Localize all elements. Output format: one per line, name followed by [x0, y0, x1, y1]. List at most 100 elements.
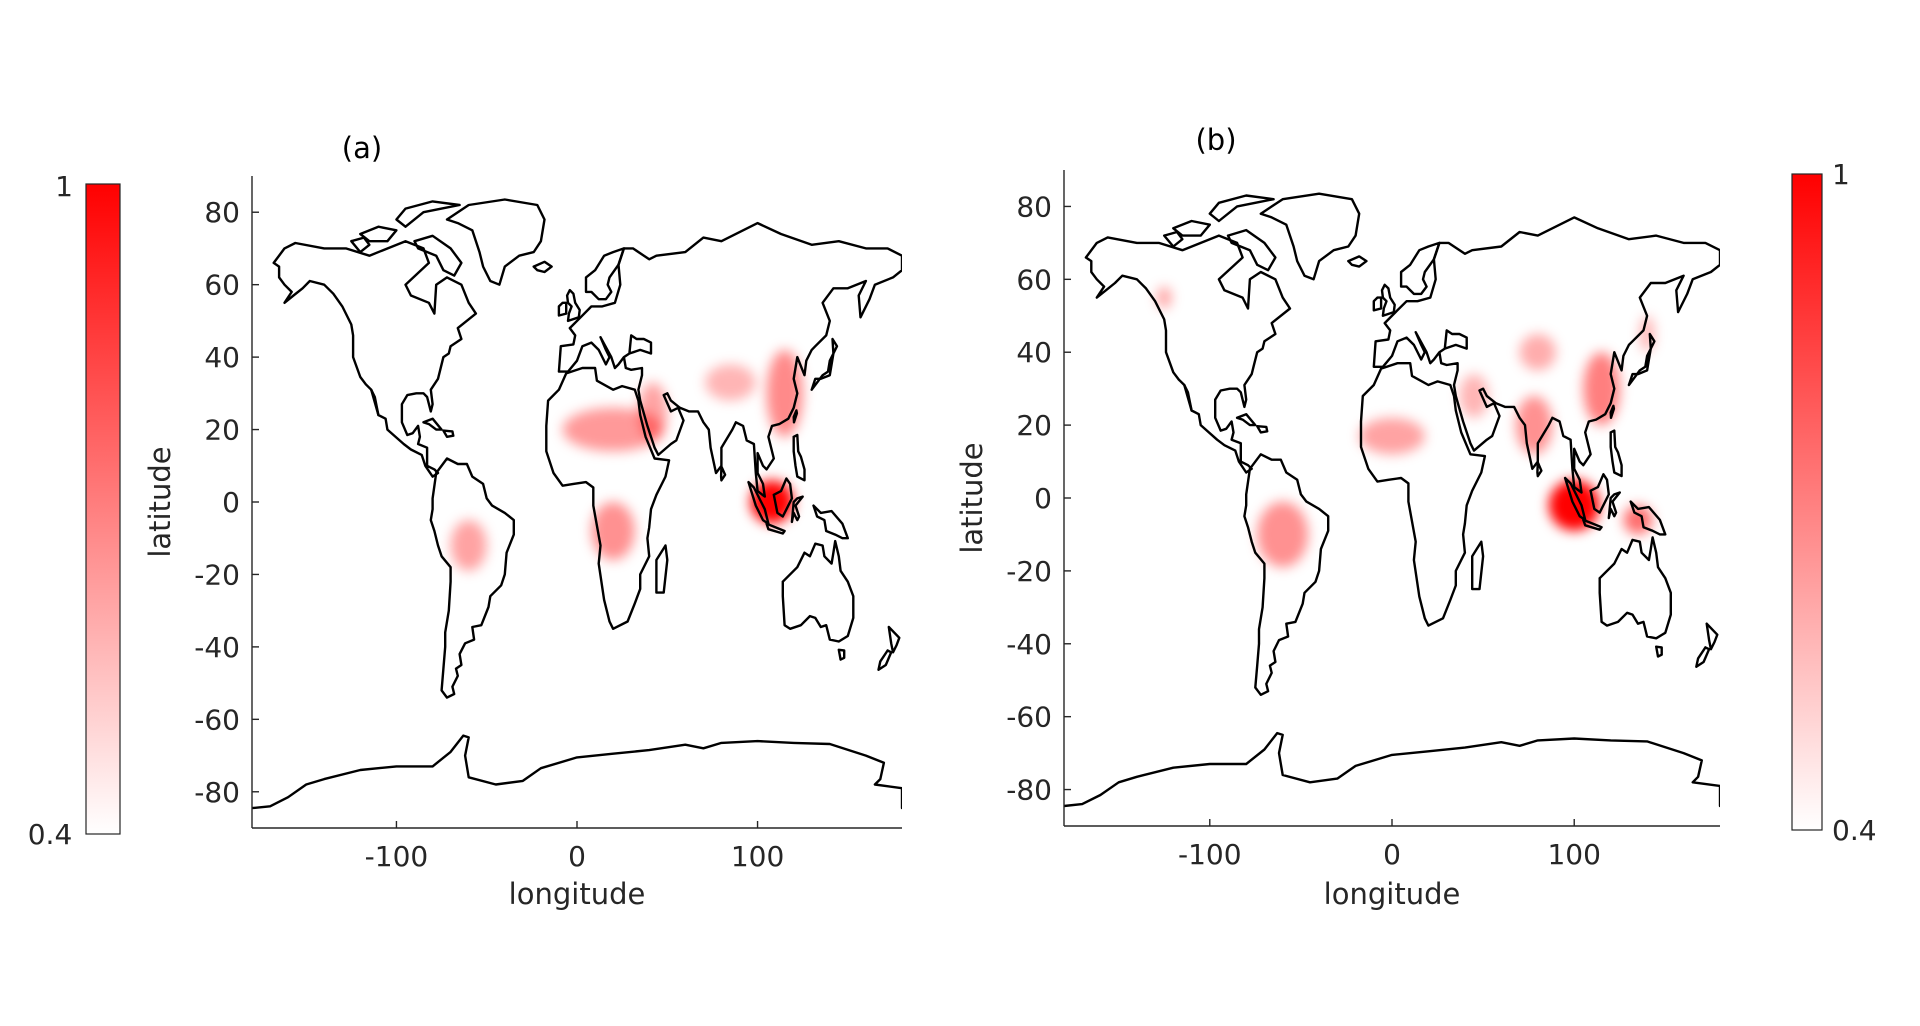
colorbar-right-bar [1791, 173, 1823, 831]
coastline-b-27 [1655, 645, 1663, 658]
coastline-a-2 [445, 198, 546, 286]
coastline-b-3 [1226, 228, 1277, 272]
heat-layer-a [450, 349, 803, 571]
y-tick-label-b-0: 80 [1016, 190, 1052, 223]
coastline-b-14 [1380, 283, 1396, 317]
coastline-a-25 [812, 504, 849, 540]
coastline-b-15 [1372, 296, 1383, 312]
coastline-b-11 [1471, 540, 1485, 591]
y-tick-label-a-0: 80 [204, 196, 240, 229]
y-tick-label-b-7: -60 [1006, 701, 1052, 734]
coastline-a-22 [772, 477, 794, 518]
panel-a-title: (a) [342, 131, 382, 165]
heat-spot-a-2 [705, 364, 756, 401]
coastline-b-16 [1347, 255, 1368, 268]
colorbar-right-min-label: 0.4 [1832, 814, 1877, 847]
coastline-a-0 [272, 240, 478, 478]
axes-a: -100 0 100 80 60 40 20 0 -20 -40 -60 -80 [194, 176, 902, 873]
coastline-a-28 [887, 625, 901, 654]
coastline-b-6 [1163, 230, 1184, 248]
colorbar-left-bar [85, 183, 121, 835]
coastline-a-4 [395, 200, 461, 228]
x-tick-label-a-2: 100 [731, 840, 784, 873]
coastline-a-13 [584, 247, 626, 301]
coastline-b-18 [1536, 461, 1543, 478]
axes-b: -100 0 100 80 60 40 20 0 -20 -40 -60 -80 [1006, 170, 1720, 871]
coastline-b-2 [1259, 192, 1361, 281]
coastline-b-22 [1589, 473, 1610, 514]
coastline-b-10 [1359, 362, 1487, 627]
y-tick-label-a-1: 60 [204, 269, 240, 302]
coastline-a-11 [655, 544, 669, 594]
heat-spot-b-5 [1459, 374, 1489, 418]
coastline-b-12 [1372, 216, 1720, 494]
coastline-a-26 [781, 539, 855, 643]
coastline-b-29 [1695, 646, 1711, 668]
coastline-b-9 [1243, 453, 1330, 696]
coastline-a-7 [422, 417, 443, 431]
colorbar-right-max-label: 1 [1832, 158, 1850, 191]
coastline-a-23 [765, 522, 786, 535]
map-panel-a: -100 0 100 80 60 40 20 0 -20 -40 -60 -80 (a) longit… [143, 131, 902, 911]
y-tick-label-b-5: -20 [1006, 555, 1052, 588]
panel-a-xlabel: longitude [509, 877, 646, 911]
colorbar-left-max-label: 1 [55, 170, 73, 203]
colorbar-right: 1 0.4 [1791, 158, 1877, 847]
y-tick-label-b-8: -80 [1006, 774, 1052, 807]
coastline-b-17 [1627, 332, 1656, 387]
coastline-a-14 [565, 288, 581, 323]
colorbar-left-min-label: 0.4 [28, 818, 73, 851]
coastline-b-13 [1399, 241, 1441, 296]
panel-b-xlabel: longitude [1324, 877, 1461, 911]
coastline-a-16 [532, 260, 553, 274]
coastline-b-4 [1208, 194, 1275, 223]
heat-spot-a-0 [750, 480, 794, 524]
y-tick-label-b-3: 20 [1016, 409, 1052, 442]
heat-spot-a-4 [638, 382, 668, 441]
coastline-a-24 [790, 495, 804, 524]
y-tick-label-a-3: 20 [204, 414, 240, 447]
y-tick-label-a-4: 0 [222, 486, 240, 519]
coastline-a-17 [810, 337, 839, 391]
panel-b-title: (b) [1195, 123, 1236, 157]
x-tick-label-b-2: 100 [1547, 838, 1600, 871]
heat-spot-b-3 [1519, 334, 1557, 371]
panel-b-ylabel: latitude [955, 442, 989, 553]
map-panel-b: -100 0 100 80 60 40 20 0 -20 -40 -60 -80 (b) longit… [955, 123, 1720, 911]
coastline-b-1 [1183, 383, 1193, 412]
coastline-a-30 [252, 734, 902, 810]
coastline-b-19 [1609, 404, 1616, 419]
coastline-a-5 [359, 225, 398, 243]
heat-spot-b-8 [1156, 286, 1172, 309]
coastlines-b [1064, 192, 1720, 808]
coastlines-a [252, 198, 902, 810]
coastline-a-18 [719, 465, 727, 482]
heat-spot-a-6 [450, 520, 487, 571]
coastline-a-6 [350, 236, 371, 254]
y-tick-label-b-1: 60 [1016, 263, 1052, 296]
coastline-b-20 [1609, 429, 1623, 478]
heat-spot-a-3 [562, 407, 664, 452]
coastline-a-27 [837, 648, 846, 661]
x-tick-label-b-0: -100 [1178, 838, 1242, 871]
coastline-b-8 [1256, 425, 1269, 434]
coastline-b-23 [1582, 518, 1603, 531]
heat-spot-b-7 [1257, 501, 1309, 568]
panel-a-ylabel: latitude [143, 446, 177, 557]
x-tick-label-a-1: 0 [568, 840, 586, 873]
coastline-a-1 [370, 388, 380, 417]
coastline-b-26 [1598, 536, 1672, 640]
coastline-a-8 [442, 429, 455, 438]
y-tick-label-b-6: -40 [1006, 628, 1052, 661]
coastline-a-3 [413, 234, 463, 277]
x-tick-label-b-1: 0 [1383, 838, 1401, 871]
coastline-b-30 [1064, 731, 1720, 808]
x-tick-label-a-0: -100 [365, 840, 429, 873]
heat-spot-a-5 [591, 502, 635, 560]
coastline-a-19 [792, 409, 799, 424]
coastline-b-0 [1084, 234, 1292, 474]
y-tick-label-a-8: -80 [194, 776, 240, 809]
colorbar-left: 1 0.4 [28, 170, 121, 851]
coastline-a-15 [557, 301, 568, 317]
